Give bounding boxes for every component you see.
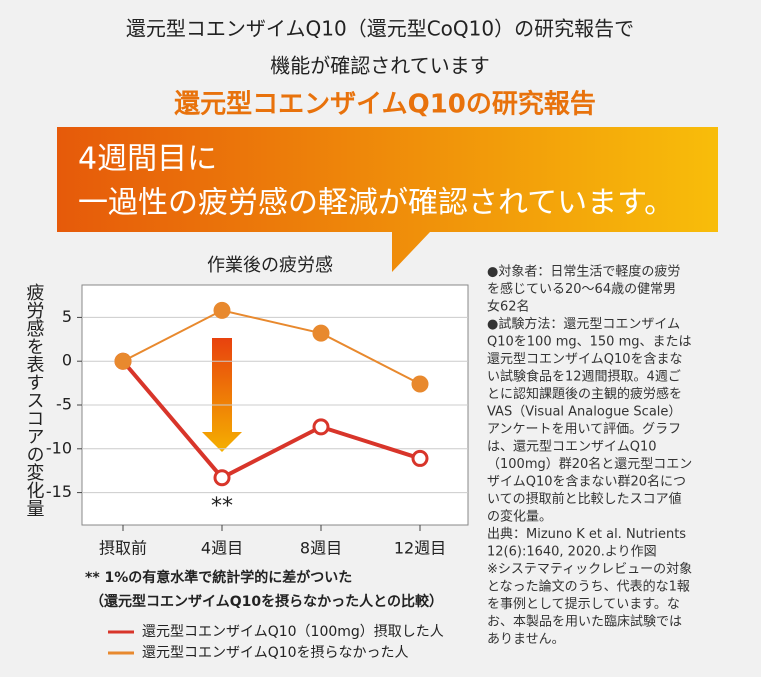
note-line: ※システマティックレビューの対象 (487, 562, 692, 577)
note-line: Q10を100 mg、150 mg、または (487, 335, 692, 350)
note-line: VAS（Visual Analogue Scale） (487, 405, 681, 420)
note-line: は、還元型コエンザイムQ10 (487, 440, 657, 455)
note-line: いての摂取前と比較したスコア値 (487, 491, 682, 507)
note-line: ザイムQ10を含まない群20名につ (487, 474, 686, 490)
chart-title: 作業後の疲労感 (207, 255, 333, 276)
note-line: 還元型コエンザイムQ10を含まな (487, 351, 683, 367)
decrease-arrow (202, 338, 242, 452)
note-line: い試験食品を12週間摂取。4週ご (487, 369, 681, 385)
y-tick-label: -5 (56, 395, 72, 414)
y-tick-label: 0 (62, 351, 72, 370)
series-line (121, 359, 421, 481)
note-line: 12(6):1640, 2020.より作図 (487, 545, 657, 560)
data-point (312, 324, 330, 342)
note-line: ●対象者：日常生活で軽度の疲労 (487, 264, 680, 280)
note-line: とに認知課題後の主観的疲労感を (487, 386, 682, 402)
legend-label: 還元型コエンザイムQ10（100mg）摂取した人 (142, 624, 444, 640)
header-line: 還元型コエンザイムQ10（還元型CoQ10）の研究報告で (126, 17, 634, 41)
header-line: 機能が確認されています (270, 54, 489, 78)
data-point (213, 469, 231, 487)
banner (57, 127, 718, 272)
note-line: を感じている20～64歳の健常男 (487, 281, 676, 297)
x-tick-label: 8週目 (300, 539, 342, 558)
series-line (122, 309, 421, 385)
header-highlight: 還元型コエンザイムQ10の研究報告 (174, 89, 596, 120)
y-tick-label: -10 (46, 438, 72, 457)
data-point (114, 352, 132, 370)
note-line: お、本製品を用いた臨床試験では (487, 614, 682, 630)
banner-text: 4週間目に (78, 142, 217, 177)
x-tick-label: 4週目 (201, 539, 243, 558)
y-tick-label: 5 (62, 307, 72, 326)
note-line: 出典：Mizuno K et al. Nutrients (487, 527, 686, 542)
data-point (411, 449, 429, 467)
note-line: （100mg）群20名と還元型コエン (487, 456, 692, 472)
banner-text: 一過性の疲労感の軽減が確認されています。 (78, 186, 674, 221)
note-line: となった論文のうち、代表的な1報 (487, 579, 690, 595)
note-line: 女62名 (487, 299, 530, 315)
legend-label: 還元型コエンザイムQ10を摂らなかった人 (142, 645, 409, 661)
note-line: を事例として提示しています。な (487, 596, 680, 612)
y-label: 疲労感を表すスコアの変化量 (24, 283, 45, 517)
note-line: ありません。 (487, 632, 565, 647)
note-line: ●試験方法：還元型コエンザイム (487, 316, 680, 332)
y-tick-label: -15 (46, 482, 72, 501)
footnote: ** 1%の有意水準で統計学的に差がついた (85, 569, 352, 586)
note-line: アンケートを用いて評価。グラフ (487, 422, 681, 437)
data-point (213, 301, 231, 319)
annotation: ** (211, 494, 233, 519)
notes: ●対象者：日常生活で軽度の疲労を感じている20～64歳の健常男女62名●試験方法… (487, 264, 692, 648)
footnote: （還元型コエンザイムQ10を摂らなかった人との比較） (90, 593, 443, 610)
data-point (411, 375, 429, 393)
x-tick-label: 摂取前 (99, 539, 147, 558)
x-tick-label: 12週目 (394, 539, 446, 558)
note-line: の変化量。 (487, 509, 552, 525)
data-point (312, 418, 330, 436)
